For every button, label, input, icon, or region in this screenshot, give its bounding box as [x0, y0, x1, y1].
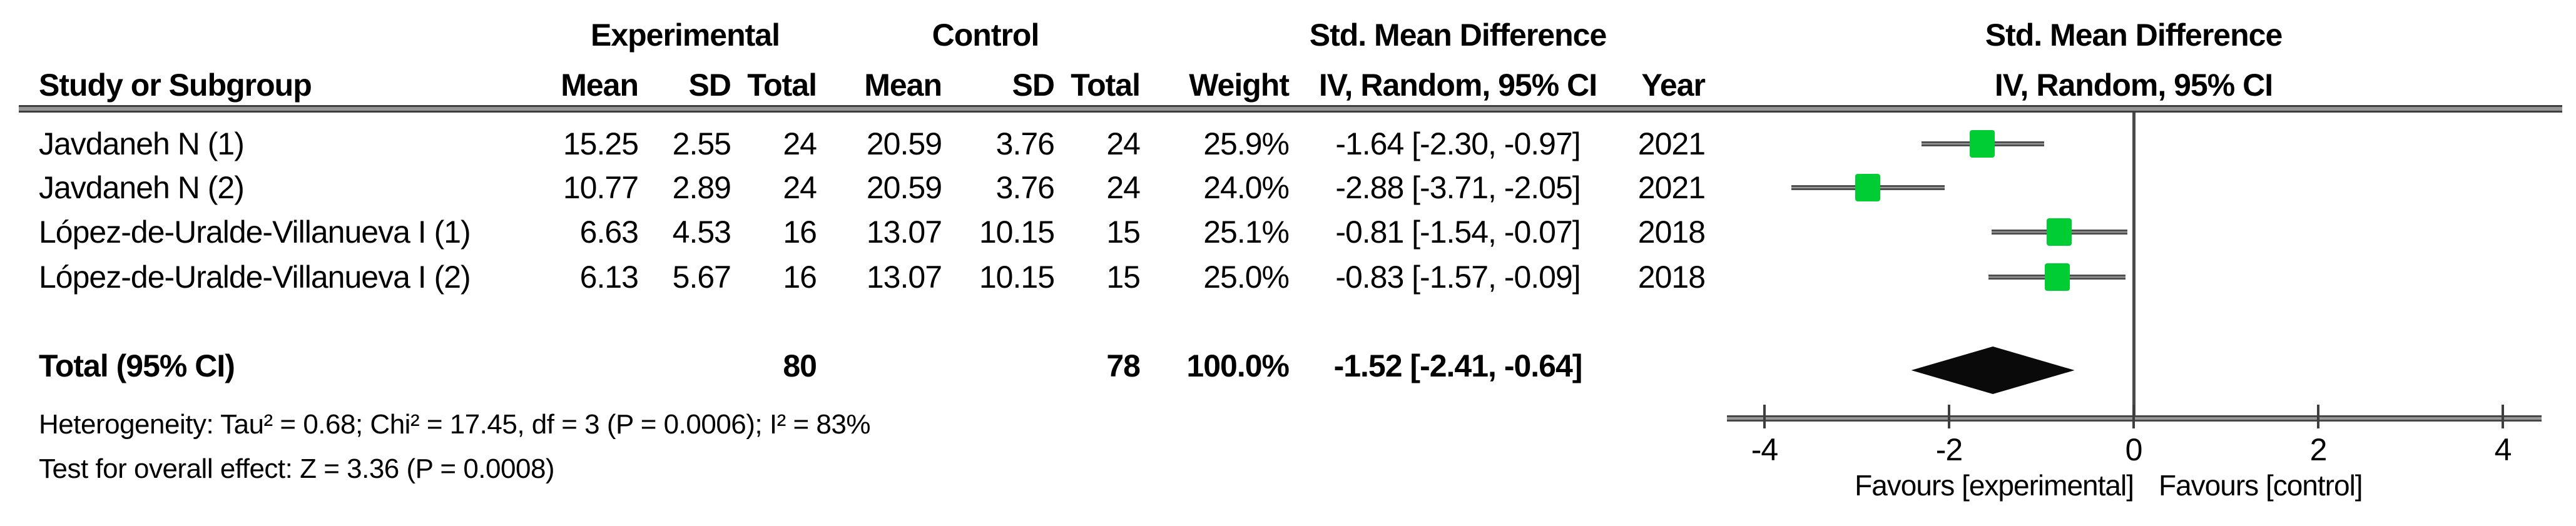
study-label: López-de-Uralde-Villanueva I (1)	[39, 215, 471, 250]
year-value: 2018	[1637, 215, 1706, 250]
mean-experimental: 10.77	[563, 170, 639, 205]
column-header-ci: IV, Random, 95% CI	[1318, 68, 1597, 103]
axis-tick-label: 2	[2309, 432, 2328, 467]
zero-reference-line	[2132, 113, 2136, 420]
favours-experimental-label: Favours [experimental]	[1855, 469, 2134, 502]
plot-header-line1: Std. Mean Difference	[1985, 18, 2283, 53]
year-value: 2021	[1637, 170, 1706, 205]
sd-experimental: 5.67	[672, 260, 731, 295]
mean-control: 13.07	[866, 215, 942, 250]
plot-header-line2: IV, Random, 95% CI	[1994, 68, 2273, 103]
group-header-control: Control	[932, 18, 1040, 53]
pooled-effect-diamond	[1911, 346, 2075, 394]
weight-value: 25.9%	[1203, 126, 1290, 161]
sd-control: 3.76	[995, 170, 1055, 205]
column-header-total-experimental: Total	[747, 68, 817, 103]
year-value: 2018	[1637, 260, 1706, 295]
study-point-marker	[2044, 263, 2070, 291]
total-experimental: 16	[783, 260, 817, 295]
mean-control: 13.07	[866, 260, 942, 295]
study-point-marker	[1855, 174, 1881, 201]
column-header-total-control: Total	[1071, 68, 1141, 103]
total-row-control-n: 78	[1106, 348, 1141, 383]
overall-effect-text: Test for overall effect: Z = 3.36 (P = 0…	[39, 453, 555, 484]
sd-control: 10.15	[979, 215, 1055, 250]
year-value: 2021	[1637, 126, 1706, 161]
total-experimental: 24	[783, 126, 817, 161]
study-label: Javdaneh N (1)	[39, 126, 245, 161]
total-row-ci: -1.52 [-2.41, -0.64]	[1333, 348, 1583, 383]
sd-experimental: 2.89	[672, 170, 731, 205]
axis-tick	[2132, 405, 2135, 428]
favours-control-label: Favours [control]	[2159, 469, 2363, 502]
mean-control: 20.59	[866, 126, 942, 161]
sd-experimental: 4.53	[672, 215, 731, 250]
total-control: 24	[1106, 126, 1141, 161]
weight-value: 24.0%	[1203, 170, 1290, 205]
study-label: Javdaneh N (2)	[39, 170, 245, 205]
mean-experimental: 15.25	[563, 126, 639, 161]
total-row-weight: 100.0%	[1186, 348, 1290, 383]
weight-value: 25.0%	[1203, 260, 1290, 295]
sd-control: 3.76	[995, 126, 1055, 161]
weight-value: 25.1%	[1203, 215, 1290, 250]
column-header-mean-experimental: Mean	[561, 68, 639, 103]
group-header-experimental: Experimental	[590, 18, 780, 53]
heterogeneity-text: Heterogeneity: Tau² = 0.68; Chi² = 17.45…	[39, 409, 870, 440]
column-header-year: Year	[1641, 68, 1706, 103]
column-header-study: Study or Subgroup	[39, 68, 312, 103]
total-control: 24	[1106, 170, 1141, 205]
sd-control: 10.15	[979, 260, 1055, 295]
column-header-weight: Weight	[1189, 68, 1290, 103]
ci-text: -0.81 [-1.54, -0.07]	[1335, 215, 1581, 250]
total-control: 15	[1106, 260, 1141, 295]
mean-experimental: 6.63	[579, 215, 639, 250]
ci-text: -2.88 [-3.71, -2.05]	[1335, 170, 1581, 205]
study-label: López-de-Uralde-Villanueva I (2)	[39, 260, 471, 295]
axis-tick	[1763, 405, 1766, 428]
total-experimental: 24	[783, 170, 817, 205]
axis-tick	[2502, 405, 2504, 428]
ci-text: -1.64 [-2.30, -0.97]	[1335, 126, 1581, 161]
mean-control: 20.59	[866, 170, 942, 205]
axis-tick-label: -2	[1935, 432, 1963, 467]
column-header-mean-control: Mean	[864, 68, 942, 103]
axis-tick-label: 4	[2494, 432, 2512, 467]
study-point-marker	[1970, 130, 1995, 158]
axis-tick	[2317, 405, 2319, 428]
total-control: 15	[1106, 215, 1141, 250]
mean-experimental: 6.13	[579, 260, 639, 295]
ci-text: -0.83 [-1.57, -0.09]	[1335, 260, 1581, 295]
sd-experimental: 2.55	[672, 126, 731, 161]
total-row-experimental-n: 80	[783, 348, 817, 383]
column-header-sd-control: SD	[1012, 68, 1055, 103]
axis-tick	[1948, 405, 1950, 428]
column-header-sd-experimental: SD	[688, 68, 731, 103]
group-header-smd: Std. Mean Difference	[1309, 18, 1607, 53]
total-row-label: Total (95% CI)	[39, 348, 235, 383]
axis-tick-label: 0	[2125, 432, 2143, 467]
axis-tick-label: -4	[1751, 432, 1778, 467]
total-experimental: 16	[783, 215, 817, 250]
header-separator-line	[19, 105, 2562, 113]
study-point-marker	[2046, 218, 2072, 246]
